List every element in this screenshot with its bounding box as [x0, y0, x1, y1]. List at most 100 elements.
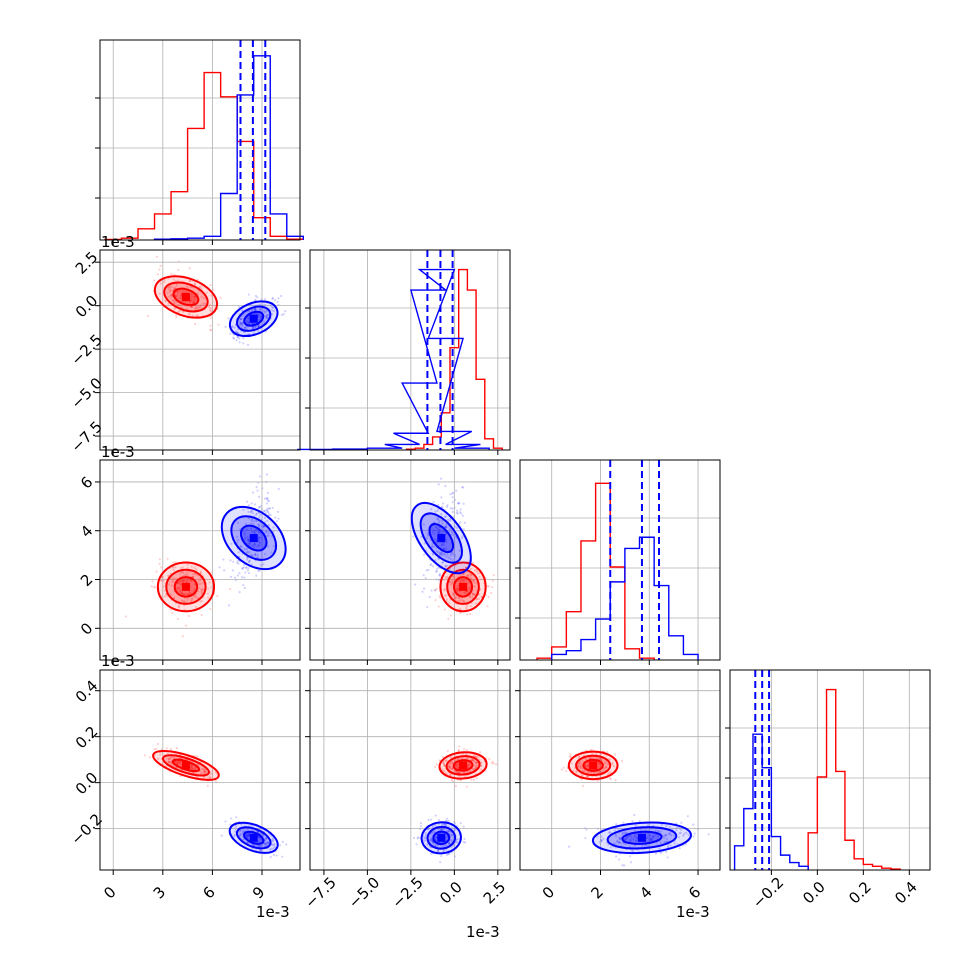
scatter-point — [416, 837, 419, 840]
scatter-point — [277, 297, 280, 300]
scatter-point — [185, 593, 188, 596]
scatter-point — [459, 821, 462, 825]
scatter-point — [470, 778, 473, 781]
scatter-point — [243, 586, 247, 589]
scatter-point — [209, 772, 213, 776]
scatter-point — [666, 856, 669, 859]
scatter-point — [458, 611, 462, 614]
scatter-point — [620, 760, 624, 763]
scatter-point — [584, 758, 588, 761]
scatter-point — [185, 300, 188, 303]
scatter-point — [164, 299, 167, 302]
scatter-point — [253, 308, 256, 311]
scatter-point — [177, 291, 180, 294]
scatter-point — [466, 573, 470, 577]
scatter-point — [262, 310, 265, 313]
scatter-point — [196, 278, 199, 281]
scatter-point — [173, 307, 176, 310]
scatter-point — [206, 592, 210, 595]
scatter-point — [239, 317, 242, 320]
scatter-point — [204, 770, 207, 774]
scatter-point — [457, 762, 460, 766]
scatter-point — [169, 294, 172, 297]
scatter-point — [253, 299, 257, 302]
y-tick-label: 0.0 — [72, 769, 102, 799]
scatter-point — [471, 561, 474, 564]
scatter-point — [240, 322, 243, 325]
density-peak — [637, 833, 646, 842]
scatter-point — [190, 286, 193, 289]
scatter-point — [266, 313, 269, 317]
scatter-point — [456, 509, 459, 512]
scatter-point — [254, 519, 257, 522]
scatter-point — [415, 843, 418, 846]
scatter-point — [209, 607, 212, 611]
scatter-point — [196, 597, 199, 600]
scatter-point — [439, 596, 442, 599]
scatter-point — [478, 758, 481, 761]
scatter-point — [188, 313, 191, 316]
scatter-point — [267, 500, 270, 503]
scatter-point — [448, 766, 451, 769]
scatter-point — [259, 308, 262, 312]
scatter-point — [155, 255, 159, 258]
scatter-point — [692, 823, 695, 826]
scatter-point — [474, 755, 477, 758]
scatter-point — [492, 574, 495, 577]
scatter-point — [614, 779, 617, 782]
scatter-point — [188, 279, 192, 283]
scatter-point — [455, 771, 458, 774]
scatter-point — [253, 325, 256, 329]
scatter-point — [472, 758, 475, 761]
scatter-point — [449, 765, 452, 768]
scatter-point — [579, 766, 582, 769]
scatter-point — [184, 573, 188, 576]
scatter-point — [258, 475, 262, 478]
scatter-point — [281, 840, 284, 844]
scatter-point — [446, 749, 449, 753]
scatter-point — [451, 579, 454, 582]
scatter-point — [247, 571, 251, 575]
scatter-point — [200, 590, 203, 593]
scatter-point — [580, 778, 583, 781]
scatter-point — [159, 282, 163, 285]
scatter-point — [583, 770, 586, 773]
scatter-point — [242, 584, 245, 587]
scatter-point — [237, 562, 240, 565]
scatter-point — [450, 773, 453, 776]
scatter-point — [172, 576, 175, 580]
scatter-point — [179, 590, 182, 593]
x-tick-label: 9 — [249, 883, 268, 902]
scatter-point — [243, 547, 246, 550]
scatter-point — [443, 763, 446, 767]
scatter-point — [615, 855, 618, 858]
scatter-point — [238, 320, 241, 323]
scatter-point — [274, 298, 277, 302]
scatter-point — [419, 822, 423, 825]
scatter-point — [247, 321, 251, 324]
panel-frame — [309, 459, 511, 661]
scatter-point — [196, 292, 199, 295]
scatter-point — [433, 589, 437, 592]
scatter-point — [219, 296, 222, 299]
scatter-point — [238, 591, 241, 594]
scatter-point — [440, 854, 443, 858]
scatter-point — [461, 573, 464, 576]
scatter-point — [248, 322, 251, 325]
scatter-point — [445, 817, 448, 820]
scatter-point — [176, 617, 179, 621]
scatter-point — [209, 770, 212, 773]
scatter-point — [169, 288, 172, 292]
scatter-point — [451, 592, 454, 595]
scatter-point — [241, 324, 244, 327]
scatter-point — [236, 328, 239, 331]
scatter-point — [265, 502, 269, 505]
scatter-point — [179, 580, 182, 583]
scatter-point — [474, 602, 477, 605]
scatter-point — [229, 587, 232, 591]
scatter-point — [177, 587, 180, 590]
scatter-point — [579, 761, 582, 764]
scatter-point — [243, 538, 246, 541]
scatter-point — [589, 757, 592, 760]
